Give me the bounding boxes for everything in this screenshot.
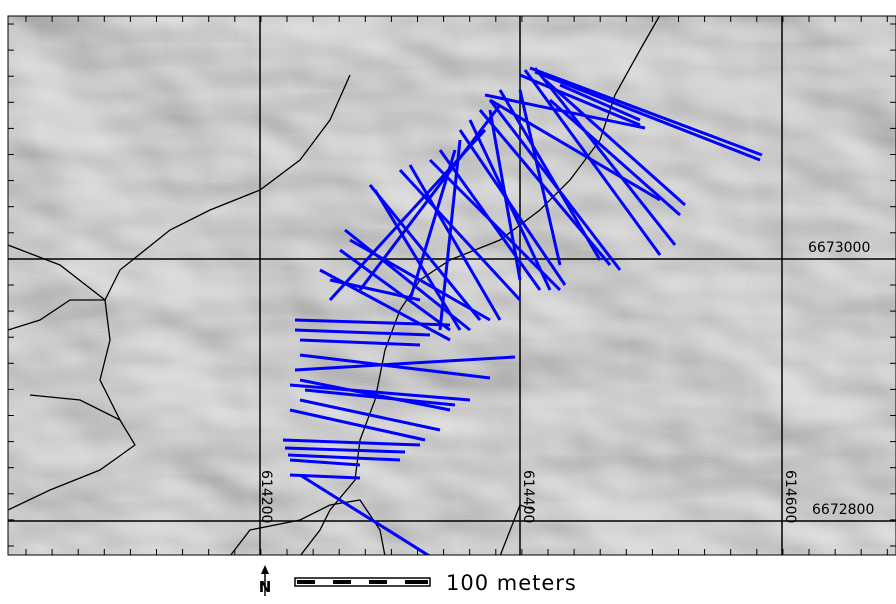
easting-label: 614400 <box>520 470 536 523</box>
easting-label: 614200 <box>258 470 274 523</box>
north-arrow: N <box>259 565 272 596</box>
northing-label: 6673000 <box>808 240 870 256</box>
hillshade <box>8 15 896 572</box>
scale-label: 100 meters <box>446 571 577 595</box>
map-figure: 614200 614400 614600 6673000 6672800 N 1… <box>0 0 896 604</box>
north-label: N <box>259 578 272 596</box>
scale-bar <box>295 578 430 586</box>
easting-label: 614600 <box>782 470 798 523</box>
northing-label: 6672800 <box>812 502 874 518</box>
